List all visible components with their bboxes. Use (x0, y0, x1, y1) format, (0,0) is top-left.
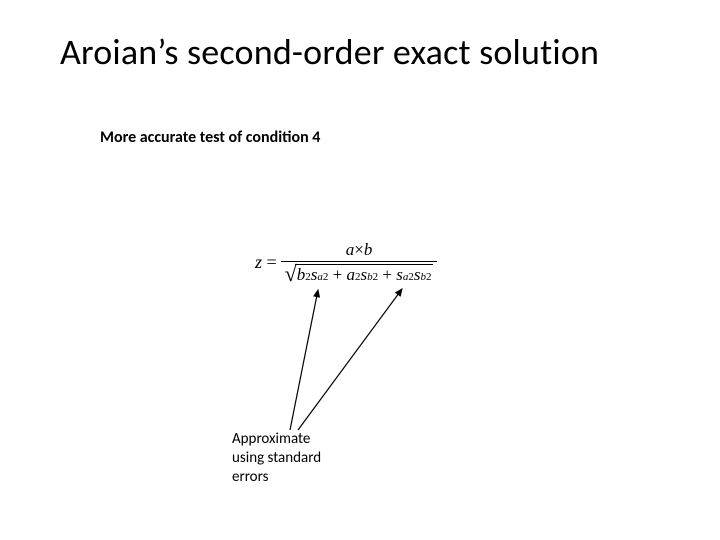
caption-line: using standard (232, 449, 321, 467)
equation-numerator: a×b (342, 240, 377, 261)
caption-line: errors (232, 468, 268, 486)
slide-title: Aroian’s second-order exact solution (60, 30, 680, 74)
annotation-caption: Approximate using standard errors (232, 430, 342, 486)
annotation-arrows (280, 285, 440, 435)
sqrt-body: b2sa2 + a2sb2 + sa2sb2 (295, 264, 434, 285)
slide-subtitle: More accurate test of condition 4 (100, 128, 320, 147)
equation-denominator: √ b2sa2 + a2sb2 + sa2sb2 (281, 262, 438, 285)
equation-row: z = a×b √ b2sa2 + a2sb2 + sa2sb2 (255, 240, 437, 285)
arrow-line (298, 289, 402, 430)
equation-fraction: a×b √ b2sa2 + a2sb2 + sa2sb2 (281, 240, 438, 285)
slide: Aroian’s second-order exact solution Mor… (0, 0, 720, 540)
equation-lhs: z = (255, 252, 277, 273)
caption-line: Approximate (232, 430, 310, 448)
equation: z = a×b √ b2sa2 + a2sb2 + sa2sb2 (255, 240, 437, 285)
arrow-line (290, 290, 318, 430)
